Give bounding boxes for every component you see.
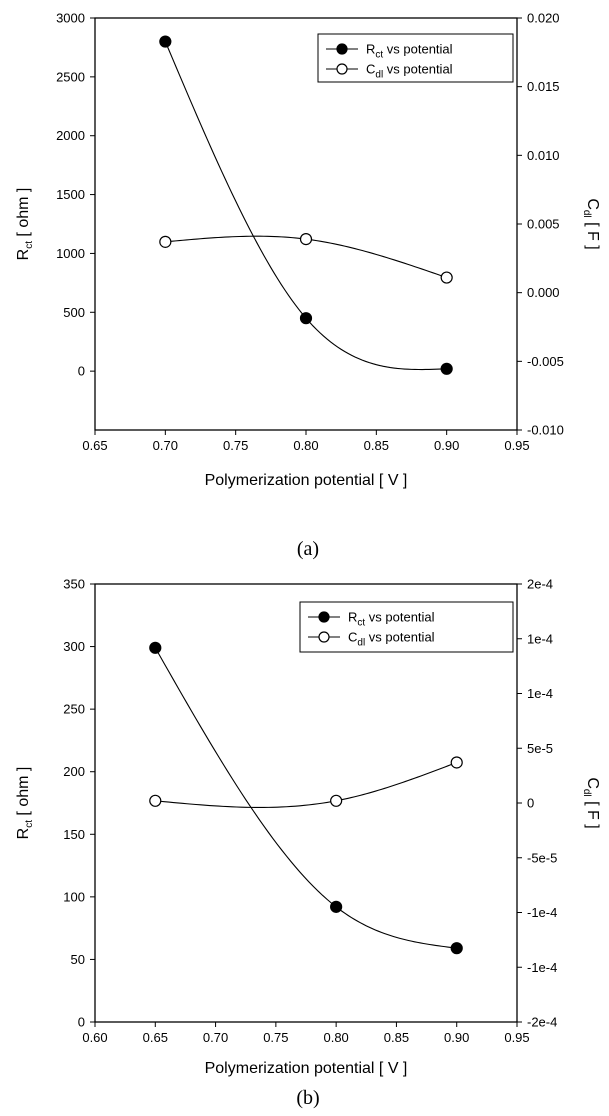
y-tick-label: 250 — [63, 702, 85, 717]
x-tick-label: 0.85 — [364, 438, 389, 453]
legend-entry: Rct vs potential — [366, 42, 453, 61]
y-tick-label: 350 — [63, 577, 85, 592]
x-axis-title: Polymerization potential [ V ] — [205, 472, 408, 489]
y-tick-label: 300 — [63, 639, 85, 654]
y2-tick-label: -1e-4 — [527, 905, 557, 920]
x-tick-label: 0.90 — [444, 1030, 469, 1045]
x-tick-label: 0.95 — [504, 1030, 529, 1045]
y2-tick-label: 0.010 — [527, 148, 560, 163]
y2-axis-title: Cdl [ F ] — [581, 777, 601, 828]
y2-tick-label: -2e-4 — [527, 1015, 557, 1030]
y-tick-label: 100 — [63, 889, 85, 904]
legend-box — [299, 601, 514, 653]
y-tick-label: 3000 — [56, 11, 85, 26]
y-tick-label: 0 — [78, 364, 85, 379]
x-tick-label: 0.60 — [82, 1030, 107, 1045]
x-tick-label: 0.80 — [323, 1030, 348, 1045]
y2-tick-label: 0.020 — [527, 11, 560, 26]
y2-tick-label: 5e-5 — [527, 741, 553, 756]
data-point-cdl — [440, 271, 453, 284]
x-tick-label: 0.65 — [82, 438, 107, 453]
y-tick-label: 500 — [63, 305, 85, 320]
data-point-cdl — [159, 235, 172, 248]
y-axis-title: Rct [ ohm ] — [15, 767, 35, 840]
legend-marker — [336, 43, 348, 55]
x-tick-label: 0.95 — [504, 438, 529, 453]
data-point-cdl — [299, 233, 313, 246]
panel-label: (b) — [296, 1087, 319, 1109]
x-tick-label: 0.75 — [223, 438, 248, 453]
y-tick-label: 1000 — [56, 246, 85, 261]
y-tick-label: 200 — [63, 764, 85, 779]
y2-tick-label: 1e-4 — [527, 686, 553, 701]
chart-panel-b: 0.60 0.65 0.70 0.75 0.80 0.85 0.90 0.95 0 50 100 15… — [15, 577, 601, 1110]
legend-entry: Cdl vs potential — [366, 62, 453, 81]
y-tick-label: 2000 — [56, 128, 85, 143]
data-point-cdl — [330, 794, 343, 807]
y2-tick-label: -1e-4 — [527, 960, 557, 975]
series-line-rct — [154, 647, 457, 949]
y-axis-title: Rct [ ohm ] — [15, 188, 35, 261]
data-point-rct — [299, 312, 313, 325]
legend-entry: Rct vs potential — [348, 610, 435, 629]
legend-marker — [336, 63, 348, 75]
data-point-rct — [330, 900, 343, 913]
x-tick-label: 0.85 — [384, 1030, 409, 1045]
series-line-cdl — [155, 761, 457, 809]
y2-tick-label: 0.015 — [527, 79, 560, 94]
y2-tick-label: -0.010 — [527, 423, 564, 438]
chart-panel-a: 0.65 0.70 0.75 0.80 0.85 0.90 0.95 0 500 1000 1500… — [15, 11, 601, 561]
x-tick-label: 0.70 — [153, 438, 178, 453]
y2-tick-label: -5e-5 — [527, 850, 557, 865]
y2-tick-label: 2e-4 — [527, 577, 553, 592]
data-point-rct — [450, 942, 463, 955]
x-tick-label: 0.75 — [263, 1030, 288, 1045]
data-point-cdl — [450, 756, 463, 769]
panel-label: (a) — [297, 538, 319, 560]
data-point-rct — [159, 35, 172, 48]
y-tick-label: 0 — [78, 1015, 85, 1030]
legend-marker — [318, 631, 330, 643]
x-tick-label: 0.65 — [143, 1030, 168, 1045]
y-tick-label: 1500 — [56, 187, 85, 202]
legend-entry: Cdl vs potential — [348, 630, 435, 649]
data-point-rct — [149, 641, 162, 654]
data-point-rct — [440, 362, 453, 375]
x-tick-label: 0.70 — [203, 1030, 228, 1045]
y-tick-label: 50 — [71, 952, 85, 967]
legend-marker — [318, 611, 330, 623]
data-point-cdl — [149, 794, 162, 807]
y2-tick-label: 0.000 — [527, 285, 560, 300]
y-tick-label: 2500 — [56, 69, 85, 84]
legend-box — [317, 33, 514, 83]
y2-tick-label: -0.005 — [527, 354, 564, 369]
x-axis-title: Polymerization potential [ V ] — [205, 1060, 408, 1077]
x-tick-label: 0.90 — [434, 438, 459, 453]
x-tick-label: 0.80 — [293, 438, 318, 453]
y-tick-label: 150 — [63, 827, 85, 842]
y2-axis-title: Cdl [ F ] — [581, 198, 601, 249]
y2-tick-label: 0.005 — [527, 217, 560, 232]
y2-tick-label: 1e-4 — [527, 631, 553, 646]
y2-tick-label: 0 — [527, 796, 534, 811]
